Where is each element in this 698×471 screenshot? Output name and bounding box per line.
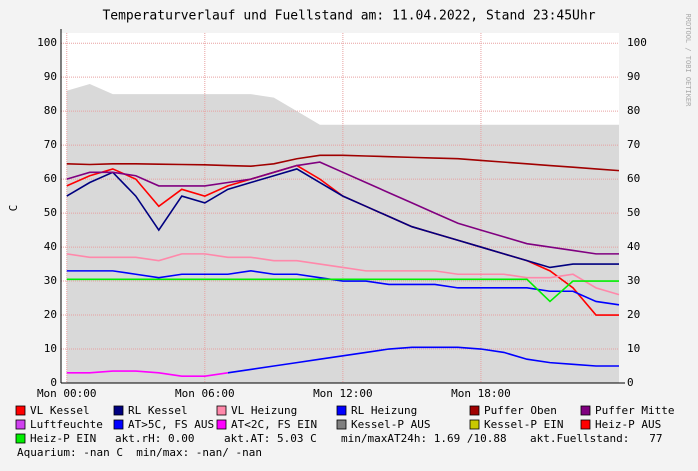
- y2-tick-label: 70: [627, 138, 640, 151]
- y2-tick-label: 10: [627, 342, 640, 355]
- y-tick-label: 70: [44, 138, 57, 151]
- y2-tick-label: 60: [627, 172, 640, 185]
- legend-label: Kessel-P EIN: [484, 418, 563, 431]
- y-tick-label: 90: [44, 70, 57, 83]
- line: [66, 168, 619, 269]
- info-text: min/maxAT24h: 1.69 /10.88: [341, 432, 507, 445]
- legend-swatch: [336, 405, 347, 416]
- footer: Aquarium: -nan C min/max: -nan/ -nan: [17, 446, 262, 459]
- legend-label: VL Kessel: [30, 404, 90, 417]
- legend-label: Heiz-P EIN: [30, 432, 96, 445]
- legend-swatch: [580, 419, 591, 430]
- x-tick-label: Mon 06:00: [175, 387, 235, 400]
- legend-label: AT>5C, FS AUS: [128, 418, 214, 431]
- y2-tick-label: 50: [627, 206, 640, 219]
- line: [227, 346, 619, 374]
- y-tick-label: 20: [44, 308, 57, 321]
- x-tick-label: Mon 00:00: [37, 387, 97, 400]
- y-tick-label: 40: [44, 240, 57, 253]
- y2-tick-label: 0: [627, 376, 634, 389]
- legend-swatch: [15, 419, 26, 430]
- legend-swatch: [15, 433, 26, 444]
- legend-swatch: [336, 419, 347, 430]
- legend-label: Luftfeuchte: [30, 418, 103, 431]
- info-text: akt.rH: 0.00: [115, 432, 194, 445]
- legend-swatch: [469, 405, 480, 416]
- y2-tick-label: 40: [627, 240, 640, 253]
- line: [66, 270, 620, 306]
- x-tick-label: Mon 18:00: [451, 387, 511, 400]
- y2-tick-label: 90: [627, 70, 640, 83]
- y2-tick-label: 20: [627, 308, 640, 321]
- line: [66, 154, 620, 172]
- line: [66, 161, 619, 255]
- y2-tick-label: 30: [627, 274, 640, 287]
- y-tick-label: 100: [37, 36, 57, 49]
- legend-swatch: [216, 419, 227, 430]
- y-tick-label: 80: [44, 104, 57, 117]
- legend-label: Puffer Oben: [484, 404, 557, 417]
- legend-label: Kessel-P AUS: [351, 418, 430, 431]
- legend-swatch: [580, 405, 591, 416]
- legend-swatch: [216, 405, 227, 416]
- legend-swatch: [469, 419, 480, 430]
- legend-label: VL Heizung: [231, 404, 297, 417]
- legend-swatch: [113, 405, 124, 416]
- y-tick-label: 10: [44, 342, 57, 355]
- y2-tick-label: 80: [627, 104, 640, 117]
- y-tick-label: 60: [44, 172, 57, 185]
- chart-title: Temperaturverlauf und Fuellstand am: 11.…: [102, 9, 595, 24]
- x-tick-label: Mon 12:00: [313, 387, 373, 400]
- info-text: akt.AT: 5.03 C: [224, 432, 317, 445]
- y-tick-label: 30: [44, 274, 57, 287]
- legend-label: RL Heizung: [351, 404, 417, 417]
- line: [66, 370, 228, 378]
- y-tick-label: 50: [44, 206, 57, 219]
- y2-tick-label: 100: [627, 36, 647, 49]
- line: [66, 278, 619, 303]
- legend-label: Heiz-P AUS: [595, 418, 661, 431]
- legend-label: RL Kessel: [128, 404, 188, 417]
- info-text: akt.Fuellstand: 77: [530, 432, 662, 445]
- legend-label: Puffer Mitte: [595, 404, 674, 417]
- y-axis-label: C: [7, 205, 20, 212]
- legend-label: AT<2C, FS EIN: [231, 418, 317, 431]
- y-tick-label: 0: [50, 376, 57, 389]
- watermark: RRDTOOL / TOBI OETIKER: [684, 14, 692, 108]
- legend-swatch: [15, 405, 26, 416]
- legend-swatch: [113, 419, 124, 430]
- line: [66, 253, 620, 296]
